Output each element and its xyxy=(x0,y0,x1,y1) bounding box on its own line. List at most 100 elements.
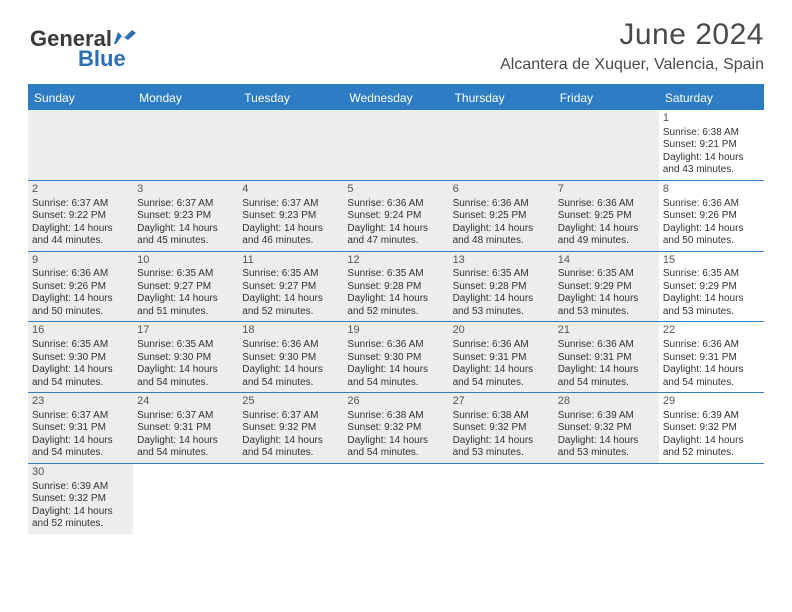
day-cell: 22Sunrise: 6:36 AMSunset: 9:31 PMDayligh… xyxy=(659,322,764,392)
sunrise-text: Sunrise: 6:39 AM xyxy=(558,410,655,423)
daylight-text: Daylight: 14 hours and 46 minutes. xyxy=(242,223,339,248)
sunset-text: Sunset: 9:30 PM xyxy=(347,352,444,365)
daylight-text: Daylight: 14 hours and 53 minutes. xyxy=(453,435,550,460)
day-header: Friday xyxy=(554,86,659,110)
logo-text-blue: Blue xyxy=(78,46,126,71)
daylight-text: Daylight: 14 hours and 53 minutes. xyxy=(558,293,655,318)
day-number: 27 xyxy=(453,395,550,409)
day-number: 30 xyxy=(32,466,129,480)
daylight-text: Daylight: 14 hours and 45 minutes. xyxy=(137,223,234,248)
day-number: 29 xyxy=(663,395,760,409)
day-number: 17 xyxy=(137,324,234,338)
day-header: Sunday xyxy=(28,86,133,110)
day-cell: 21Sunrise: 6:36 AMSunset: 9:31 PMDayligh… xyxy=(554,322,659,392)
sunset-text: Sunset: 9:32 PM xyxy=(558,422,655,435)
day-number: 13 xyxy=(453,254,550,268)
sunset-text: Sunset: 9:25 PM xyxy=(558,210,655,223)
sunrise-text: Sunrise: 6:35 AM xyxy=(558,268,655,281)
day-header: Saturday xyxy=(659,86,764,110)
day-cell: 23Sunrise: 6:37 AMSunset: 9:31 PMDayligh… xyxy=(28,393,133,463)
day-cell: 2Sunrise: 6:37 AMSunset: 9:22 PMDaylight… xyxy=(28,181,133,251)
day-number: 8 xyxy=(663,183,760,197)
daylight-text: Daylight: 14 hours and 52 minutes. xyxy=(32,506,129,531)
flag-icon xyxy=(114,30,136,46)
day-header-row: SundayMondayTuesdayWednesdayThursdayFrid… xyxy=(28,86,764,110)
sunset-text: Sunset: 9:23 PM xyxy=(137,210,234,223)
day-number: 15 xyxy=(663,254,760,268)
day-cell: 1Sunrise: 6:38 AMSunset: 9:21 PMDaylight… xyxy=(659,110,764,180)
header: General Blue June 2024 Alcantera de Xuqu… xyxy=(0,0,792,80)
daylight-text: Daylight: 14 hours and 49 minutes. xyxy=(558,223,655,248)
calendar: SundayMondayTuesdayWednesdayThursdayFrid… xyxy=(28,84,764,534)
day-number: 23 xyxy=(32,395,129,409)
daylight-text: Daylight: 14 hours and 54 minutes. xyxy=(137,364,234,389)
day-cell: 13Sunrise: 6:35 AMSunset: 9:28 PMDayligh… xyxy=(449,252,554,322)
day-cell: 17Sunrise: 6:35 AMSunset: 9:30 PMDayligh… xyxy=(133,322,238,392)
sunrise-text: Sunrise: 6:39 AM xyxy=(32,481,129,494)
header-right: June 2024 Alcantera de Xuquer, Valencia,… xyxy=(500,18,764,74)
day-number: 9 xyxy=(32,254,129,268)
day-number: 21 xyxy=(558,324,655,338)
daylight-text: Daylight: 14 hours and 54 minutes. xyxy=(32,435,129,460)
sunset-text: Sunset: 9:27 PM xyxy=(242,281,339,294)
sunrise-text: Sunrise: 6:37 AM xyxy=(137,198,234,211)
week-row: 16Sunrise: 6:35 AMSunset: 9:30 PMDayligh… xyxy=(28,322,764,393)
day-cell xyxy=(449,110,554,180)
sunset-text: Sunset: 9:31 PM xyxy=(137,422,234,435)
daylight-text: Daylight: 14 hours and 54 minutes. xyxy=(242,364,339,389)
day-header: Monday xyxy=(133,86,238,110)
sunrise-text: Sunrise: 6:38 AM xyxy=(663,127,760,140)
day-cell: 20Sunrise: 6:36 AMSunset: 9:31 PMDayligh… xyxy=(449,322,554,392)
sunset-text: Sunset: 9:22 PM xyxy=(32,210,129,223)
sunrise-text: Sunrise: 6:36 AM xyxy=(453,339,550,352)
daylight-text: Daylight: 14 hours and 53 minutes. xyxy=(453,293,550,318)
day-number: 1 xyxy=(663,112,760,126)
day-cell xyxy=(133,110,238,180)
page-title: June 2024 xyxy=(500,18,764,52)
sunset-text: Sunset: 9:26 PM xyxy=(663,210,760,223)
sunrise-text: Sunrise: 6:35 AM xyxy=(453,268,550,281)
sunset-text: Sunset: 9:32 PM xyxy=(242,422,339,435)
day-cell xyxy=(133,464,238,534)
day-number: 12 xyxy=(347,254,444,268)
sunrise-text: Sunrise: 6:35 AM xyxy=(137,268,234,281)
day-cell: 25Sunrise: 6:37 AMSunset: 9:32 PMDayligh… xyxy=(238,393,343,463)
day-cell: 7Sunrise: 6:36 AMSunset: 9:25 PMDaylight… xyxy=(554,181,659,251)
daylight-text: Daylight: 14 hours and 54 minutes. xyxy=(453,364,550,389)
sunrise-text: Sunrise: 6:36 AM xyxy=(558,198,655,211)
sunset-text: Sunset: 9:32 PM xyxy=(663,422,760,435)
sunset-text: Sunset: 9:28 PM xyxy=(453,281,550,294)
day-cell xyxy=(238,110,343,180)
sunrise-text: Sunrise: 6:36 AM xyxy=(453,198,550,211)
day-number: 25 xyxy=(242,395,339,409)
sunset-text: Sunset: 9:30 PM xyxy=(242,352,339,365)
sunset-text: Sunset: 9:31 PM xyxy=(663,352,760,365)
sunset-text: Sunset: 9:28 PM xyxy=(347,281,444,294)
day-number: 28 xyxy=(558,395,655,409)
sunrise-text: Sunrise: 6:38 AM xyxy=(453,410,550,423)
daylight-text: Daylight: 14 hours and 43 minutes. xyxy=(663,152,760,177)
day-cell: 18Sunrise: 6:36 AMSunset: 9:30 PMDayligh… xyxy=(238,322,343,392)
sunrise-text: Sunrise: 6:35 AM xyxy=(663,268,760,281)
sunset-text: Sunset: 9:26 PM xyxy=(32,281,129,294)
day-cell: 11Sunrise: 6:35 AMSunset: 9:27 PMDayligh… xyxy=(238,252,343,322)
week-row: 9Sunrise: 6:36 AMSunset: 9:26 PMDaylight… xyxy=(28,252,764,323)
day-cell: 5Sunrise: 6:36 AMSunset: 9:24 PMDaylight… xyxy=(343,181,448,251)
day-cell: 3Sunrise: 6:37 AMSunset: 9:23 PMDaylight… xyxy=(133,181,238,251)
sunrise-text: Sunrise: 6:36 AM xyxy=(347,198,444,211)
day-number: 22 xyxy=(663,324,760,338)
day-cell: 24Sunrise: 6:37 AMSunset: 9:31 PMDayligh… xyxy=(133,393,238,463)
sunrise-text: Sunrise: 6:35 AM xyxy=(347,268,444,281)
sunset-text: Sunset: 9:32 PM xyxy=(347,422,444,435)
day-number: 10 xyxy=(137,254,234,268)
day-cell xyxy=(343,464,448,534)
day-number: 26 xyxy=(347,395,444,409)
sunrise-text: Sunrise: 6:36 AM xyxy=(242,339,339,352)
sunset-text: Sunset: 9:27 PM xyxy=(137,281,234,294)
sunset-text: Sunset: 9:23 PM xyxy=(242,210,339,223)
day-header: Tuesday xyxy=(238,86,343,110)
daylight-text: Daylight: 14 hours and 51 minutes. xyxy=(137,293,234,318)
sunrise-text: Sunrise: 6:37 AM xyxy=(137,410,234,423)
day-cell xyxy=(554,464,659,534)
weeks-container: 1Sunrise: 6:38 AMSunset: 9:21 PMDaylight… xyxy=(28,110,764,534)
